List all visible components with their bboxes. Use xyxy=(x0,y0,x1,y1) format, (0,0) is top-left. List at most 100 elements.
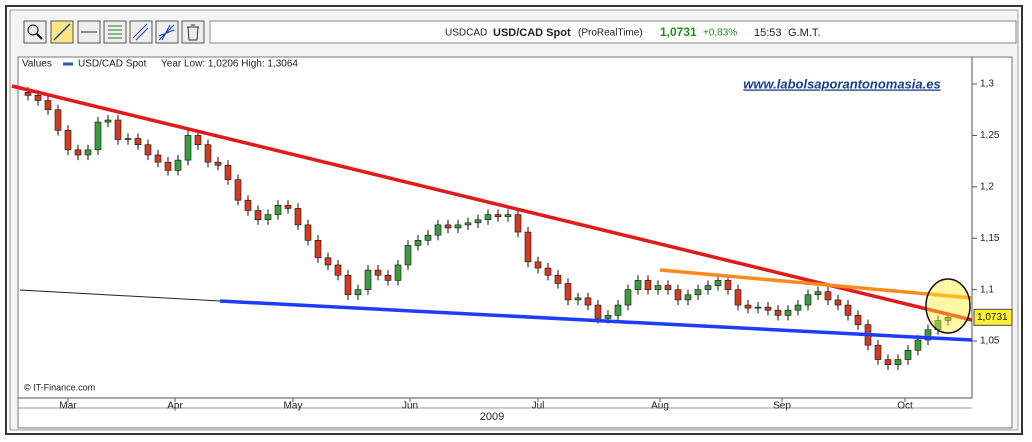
candle-body xyxy=(704,285,712,290)
candle-body xyxy=(774,309,782,316)
last-price-label: 1,0731 xyxy=(977,312,1008,323)
candle-body xyxy=(414,239,422,246)
last-price-box xyxy=(973,308,1013,326)
zoom-icon xyxy=(27,24,39,36)
candle-body xyxy=(224,164,232,180)
candle-body xyxy=(114,119,122,140)
candle-body xyxy=(554,274,562,284)
candle-body xyxy=(424,234,432,241)
candle-body xyxy=(634,280,642,290)
candle-body xyxy=(34,95,42,101)
candle-body xyxy=(534,261,542,269)
zoom-tool[interactable] xyxy=(23,20,47,44)
candle-body xyxy=(104,119,112,123)
toolbar xyxy=(23,20,205,44)
candle-body xyxy=(724,280,732,290)
candle-body xyxy=(744,304,752,309)
candle-body xyxy=(764,306,772,311)
channel-icon xyxy=(132,23,149,41)
candle-body xyxy=(494,214,502,217)
candle-body xyxy=(874,344,882,360)
candle-body xyxy=(434,224,442,236)
candle-body xyxy=(484,214,492,221)
candle-body xyxy=(344,274,352,296)
plot: 1,05 1,1 1,15 1,2 1,25 1,3 Mar Apr May Jun Jul Aug S… xyxy=(24,79,1000,412)
zoom-icon xyxy=(36,33,43,40)
candle-body xyxy=(654,285,662,290)
candle-body xyxy=(284,205,292,209)
candle-body xyxy=(454,224,462,229)
candle-body xyxy=(684,294,692,301)
x-tick-label: Sep xyxy=(773,401,791,412)
trendline-thin xyxy=(19,289,221,302)
candle-body xyxy=(354,289,362,296)
x-tick-label: Aug xyxy=(651,401,669,412)
candle-body xyxy=(264,214,272,221)
candle-body xyxy=(204,144,212,163)
candle-body xyxy=(674,289,682,301)
timezone: G.M.T. xyxy=(788,27,820,39)
x-tick-label: Mar xyxy=(59,401,77,412)
resistance-line xyxy=(11,84,973,322)
x-tick-label: May xyxy=(284,401,303,412)
candle-body xyxy=(544,267,552,276)
y-tick-label: 1,15 xyxy=(980,233,1000,244)
candle-body xyxy=(614,304,622,316)
candle-body xyxy=(44,100,52,111)
candle-body xyxy=(384,274,392,281)
candle-body xyxy=(304,224,312,241)
candle-body xyxy=(294,208,302,226)
candle-body xyxy=(394,264,402,281)
candle-body xyxy=(734,289,742,306)
resistance-line-short xyxy=(659,268,973,300)
candle-body xyxy=(944,316,952,321)
time: 15:53 xyxy=(754,27,782,39)
x-tick-label: Jun xyxy=(402,401,418,412)
x-tick-label: Oct xyxy=(897,401,913,412)
candle-body xyxy=(914,339,922,351)
candle-body xyxy=(154,154,162,163)
candle-body xyxy=(194,135,202,145)
candle-body xyxy=(164,161,172,171)
channel-tool[interactable] xyxy=(129,20,153,44)
candle-body xyxy=(924,329,932,341)
candle-body xyxy=(24,91,32,96)
candle-body xyxy=(754,306,762,309)
candle-body xyxy=(474,219,482,224)
candle-body xyxy=(464,222,472,226)
range-label: Year Low: 1,0206 High: 1,3064 xyxy=(161,59,298,70)
y-tick-label: 1,1 xyxy=(980,284,994,295)
candle-body xyxy=(504,214,512,217)
candle-body xyxy=(884,359,892,365)
price: 1,0731 xyxy=(660,25,697,39)
candle-body xyxy=(64,129,72,151)
candle-body xyxy=(644,280,652,290)
candle-body xyxy=(834,299,842,306)
fan-icon xyxy=(158,24,175,41)
candle-body xyxy=(574,297,582,301)
x-tick-label: Jul xyxy=(532,401,545,412)
candle-body xyxy=(784,309,792,316)
support-line xyxy=(219,299,973,342)
candle-body xyxy=(794,304,802,311)
y-tick-label: 1,05 xyxy=(980,336,1000,347)
legend-label: USD/CAD Spot xyxy=(78,59,147,70)
candle-body xyxy=(254,210,262,221)
candle-body xyxy=(334,264,342,276)
header-bar xyxy=(209,20,1017,44)
candle-body xyxy=(524,231,532,263)
y-tick-label: 1,2 xyxy=(980,181,994,192)
candle-body xyxy=(404,245,412,266)
candle-body xyxy=(94,121,102,151)
symbol: USDCAD xyxy=(445,28,487,39)
candle-body xyxy=(854,315,862,325)
candle-body xyxy=(514,214,522,233)
fibo-tool[interactable] xyxy=(103,20,127,44)
candle-body xyxy=(814,291,822,296)
candle-body xyxy=(714,280,722,286)
candle-body xyxy=(364,269,372,290)
line-icon xyxy=(53,23,71,41)
change: +0,83% xyxy=(703,28,737,39)
candle-body xyxy=(124,138,132,140)
